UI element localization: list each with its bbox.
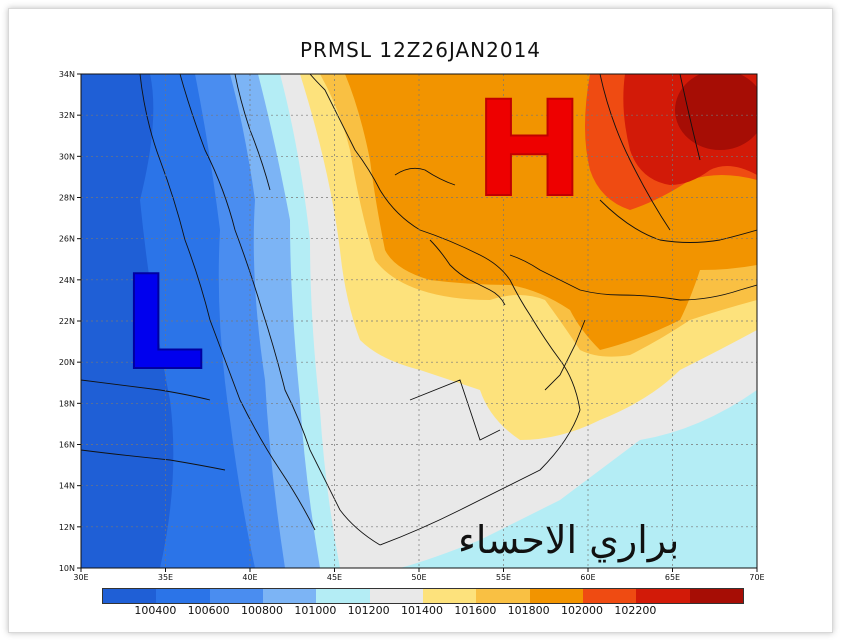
longitude-labels: 30E 35E 40E 45E 50E 55E 60E 65E 70E <box>73 568 765 582</box>
legend-label: 102200 <box>614 604 657 617</box>
coastlines <box>81 74 757 546</box>
legend-label: 101000 <box>294 604 337 617</box>
legend-label: 101400 <box>401 604 443 617</box>
legend-swatch <box>689 589 743 603</box>
legend-swatch <box>209 589 263 603</box>
legend-swatch <box>156 589 210 603</box>
lon-label: 60E <box>580 573 595 582</box>
lat-label: 26N <box>59 235 75 244</box>
legend-label: 100800 <box>241 604 283 617</box>
lon-label: 35E <box>158 573 173 582</box>
lat-lon-grid <box>81 74 757 568</box>
lon-label: 70E <box>749 573 764 582</box>
lon-label: 30E <box>73 573 88 582</box>
lon-label: 65E <box>665 573 680 582</box>
legend-label: 100600 <box>187 604 230 617</box>
legend-swatch <box>636 589 690 603</box>
legend-label: 100400 <box>134 604 177 617</box>
lon-label: 40E <box>242 573 257 582</box>
lon-label: 45E <box>327 573 342 582</box>
lat-label: 34N <box>59 70 75 79</box>
lat-label: 22N <box>59 317 75 326</box>
lon-label: 50E <box>411 573 426 582</box>
pressure-legend-labels: 100400 100600 100800 101000 101200 101400 1016… <box>102 604 742 618</box>
lat-label: 16N <box>59 441 75 450</box>
lat-label: 24N <box>59 276 75 285</box>
legend-label: 102000 <box>561 604 603 617</box>
watermark-text: براري الاحساء <box>458 518 680 562</box>
legend-swatch <box>103 589 157 603</box>
legend-label: 101200 <box>347 604 390 617</box>
lat-label: 10N <box>59 564 75 573</box>
high-pressure-core <box>675 74 757 150</box>
low-pressure-label: L <box>121 247 206 399</box>
legend-swatch <box>476 589 530 603</box>
legend-swatch <box>529 589 583 603</box>
legend-swatch <box>582 589 637 603</box>
legend-swatch <box>316 589 370 603</box>
legend-swatch <box>369 589 423 603</box>
legend-label: 101600 <box>454 604 497 617</box>
lat-label: 30N <box>59 152 75 161</box>
lat-label: 12N <box>59 523 75 532</box>
high-pressure-label: H <box>473 73 585 227</box>
legend-swatch <box>262 589 317 603</box>
southeast-band-101200 <box>590 390 757 568</box>
pressure-legend <box>102 588 744 604</box>
lat-label: 20N <box>59 358 75 367</box>
lat-label: 32N <box>59 111 75 120</box>
lat-label: 18N <box>59 399 75 408</box>
legend-swatch <box>422 589 477 603</box>
lat-label: 14N <box>59 482 75 491</box>
legend-label: 101800 <box>507 604 550 617</box>
latitude-labels: 34N 32N 30N 28N 26N 24N 22N 20N 18N 16N 14N 12N 10N <box>59 70 81 573</box>
map-title: PRMSL 12Z26JAN2014 <box>299 38 542 62</box>
lon-label: 55E <box>496 573 511 582</box>
lat-label: 28N <box>59 194 75 203</box>
